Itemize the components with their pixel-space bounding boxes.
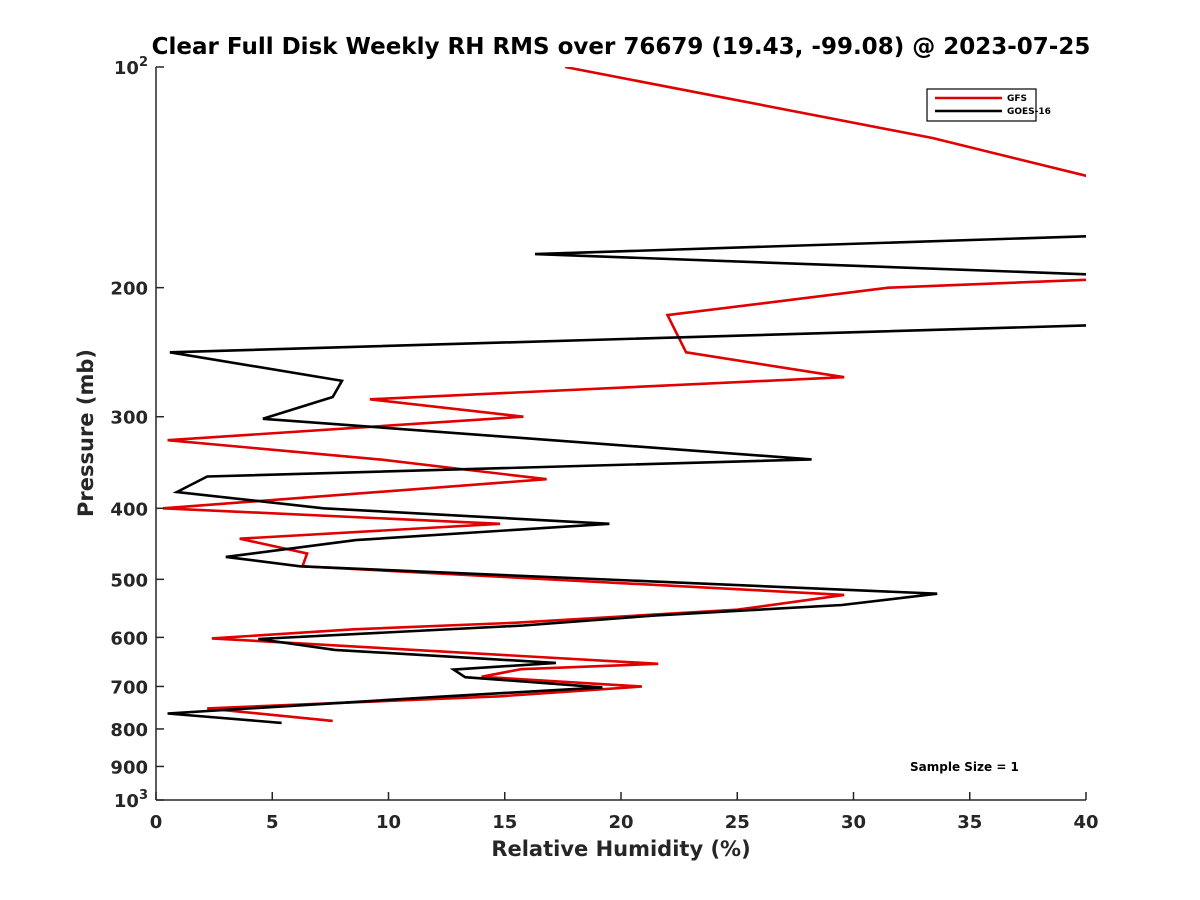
x-tick-label: 30 [841,812,866,833]
chart-title: Clear Full Disk Weekly RH RMS over 76679… [152,34,1091,60]
y-axis-label: Pressure (mb) [74,349,98,517]
series-line-goes16 [167,234,1086,725]
y-tick-label: 600 [110,628,148,649]
x-tick-label: 10 [376,812,401,833]
x-tick-label: 35 [957,812,982,833]
legend-label-goes16: GOES-16 [1007,107,1051,117]
x-tick-label: 0 [150,812,163,833]
plot-area [156,67,1086,800]
x-tick-label: 5 [266,812,279,833]
y-tick-label: 300 [110,408,148,429]
x-tick-label: 40 [1073,812,1098,833]
sample-size-annotation: Sample Size = 1 [910,760,1019,774]
axes-layer: 0 5 10 15 20 25 30 35 40 102 200 300 400 500 600 700 800… [110,55,1098,833]
y-tick-label: 900 [110,757,148,778]
y-tick-label: 800 [110,720,148,741]
x-tick-label: 15 [492,812,517,833]
x-axis-label: Relative Humidity (%) [491,837,750,861]
y-tick-label: 102 [114,55,148,79]
series-line-gfs [162,67,1086,723]
legend-label-gfs: GFS [1007,94,1027,104]
y-tick-label: 500 [110,570,148,591]
y-tick-label: 400 [110,499,148,520]
legend: GFS GOES-16 [926,88,1051,122]
legend-box [926,88,1037,122]
x-tick-label: 25 [725,812,750,833]
series-layer [162,67,1086,725]
y-tick-label: 103 [114,788,148,812]
x-tick-label: 20 [608,812,633,833]
y-tick-label: 200 [110,279,148,300]
y-tick-label: 700 [110,677,148,698]
